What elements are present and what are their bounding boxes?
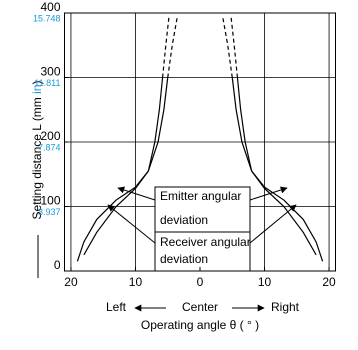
- x-tick-label: 10: [129, 275, 143, 289]
- x-tick-label: 10: [258, 275, 272, 289]
- x-direction-left: Left: [106, 300, 127, 314]
- curve: [221, 16, 233, 78]
- y2-tick-label: 3.937: [38, 207, 61, 217]
- y-tick-label: 0: [54, 258, 61, 272]
- y-tick-label: 300: [40, 65, 60, 79]
- annotation: deviation: [160, 252, 208, 266]
- x-axis-label: Operating angle θ ( ° ): [141, 318, 259, 332]
- y2-tick-label: 11.811: [34, 78, 60, 88]
- curve: [236, 77, 324, 262]
- x-tick-label: 20: [64, 275, 78, 289]
- y-tick-label: 200: [40, 129, 60, 143]
- annotation: Receiver angular: [160, 235, 251, 249]
- x-direction-center: Center: [182, 300, 218, 314]
- y2-tick-label: 15.748: [33, 13, 61, 23]
- x-direction-right: Right: [271, 300, 300, 314]
- annotation-boxes: [107, 186, 297, 272]
- y2-tick-label: 7.874: [38, 142, 61, 152]
- x-tick-label: 0: [197, 275, 204, 289]
- curve: [167, 16, 179, 78]
- y-tick-label: 100: [40, 194, 60, 208]
- curve: [230, 16, 239, 78]
- annotation: Emitter angular: [160, 189, 241, 203]
- annotation: deviation: [160, 213, 208, 227]
- y-axis-label: Setting distance L (mm in): [30, 81, 44, 220]
- curve: [161, 16, 170, 78]
- y-tick-label: 400: [40, 0, 60, 14]
- curve: [76, 77, 164, 262]
- x-tick-label: 20: [322, 275, 336, 289]
- curves: [76, 16, 324, 262]
